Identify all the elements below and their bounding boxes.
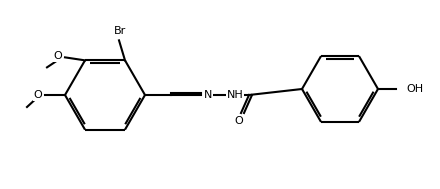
Text: O: O <box>235 116 243 126</box>
Text: O: O <box>53 51 62 61</box>
Text: O: O <box>33 90 42 100</box>
Text: N: N <box>204 90 212 100</box>
Text: Br: Br <box>114 26 126 36</box>
Text: OH: OH <box>406 84 423 94</box>
Text: NH: NH <box>227 90 243 100</box>
